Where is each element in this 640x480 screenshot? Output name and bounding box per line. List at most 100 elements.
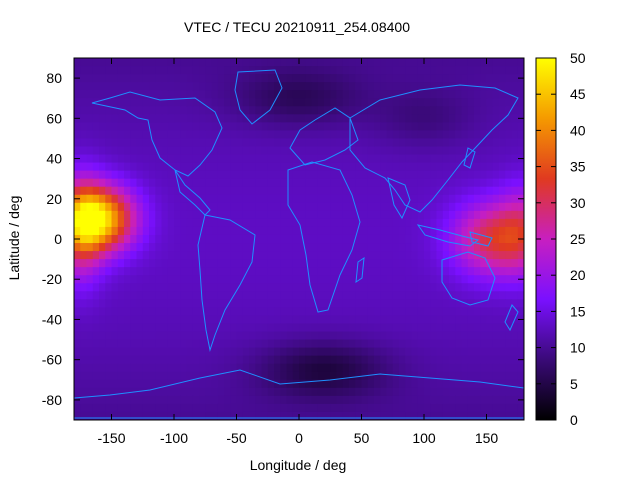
heat-cell: [92, 106, 100, 115]
heat-cell: [86, 267, 94, 276]
heat-cell: [367, 194, 375, 204]
heat-cell: [111, 138, 119, 148]
heat-cell: [311, 267, 319, 276]
heat-cell: [174, 363, 181, 373]
heat-cell: [467, 74, 475, 83]
x-tick-label: -150: [97, 430, 125, 446]
heat-cell: [486, 186, 494, 196]
heat-cell: [355, 234, 363, 244]
heat-cell: [242, 251, 250, 260]
heat-cell: [367, 347, 375, 357]
heat-cell: [236, 395, 244, 405]
heat-cell: [236, 98, 244, 107]
heat-cell: [467, 251, 475, 260]
heat-cell: [205, 90, 213, 99]
heat-cell: [474, 323, 481, 333]
heat-cell: [292, 299, 300, 308]
heat-cell: [180, 114, 188, 123]
heat-cell: [405, 178, 413, 188]
heat-cell: [424, 339, 431, 349]
heat-cell: [449, 275, 456, 284]
heat-cell: [186, 267, 194, 276]
heat-cell: [180, 291, 188, 300]
heat-cell: [324, 202, 331, 212]
heat-cell: [511, 138, 519, 148]
heat-cell: [105, 291, 113, 300]
heat-cell: [86, 90, 94, 99]
heat-cell: [149, 130, 156, 140]
heat-cell: [249, 379, 256, 389]
heat-cell: [361, 259, 369, 268]
heat-cell: [111, 411, 119, 420]
heat-cell: [505, 243, 513, 252]
heat-cell: [492, 234, 500, 244]
heat-cell: [242, 234, 250, 244]
heat-cell: [511, 347, 519, 357]
heat-cell: [474, 210, 481, 220]
heat-cell: [142, 379, 150, 389]
heat-cell: [305, 315, 313, 325]
heat-cell: [505, 202, 513, 212]
heat-cell: [417, 331, 425, 341]
heat-cell: [511, 74, 519, 83]
heat-cell: [242, 347, 250, 357]
heat-cell: [505, 170, 513, 180]
heat-cell: [449, 226, 456, 236]
heat-cell: [430, 178, 438, 188]
heat-cell: [417, 283, 425, 292]
heat-cell: [255, 234, 263, 244]
heat-cell: [361, 411, 369, 420]
heat-cell: [399, 66, 406, 75]
heat-cell: [267, 299, 275, 308]
heat-cell: [486, 74, 494, 83]
heat-cell: [192, 98, 200, 107]
heat-cell: [130, 243, 138, 252]
heat-cell: [355, 363, 363, 373]
heat-cell: [424, 130, 431, 140]
heat-cell: [292, 403, 300, 413]
heat-cell: [342, 194, 350, 204]
heat-cell: [80, 371, 88, 381]
heat-cell: [499, 323, 506, 333]
heat-cell: [174, 170, 181, 180]
heat-cell: [324, 122, 331, 131]
heat-cell: [449, 251, 456, 260]
heat-cell: [161, 186, 169, 196]
heat-cell: [349, 66, 356, 75]
heat-cell: [505, 299, 513, 308]
heat-cell: [455, 170, 463, 180]
heat-cell: [86, 82, 94, 91]
heat-cell: [305, 170, 313, 180]
heat-cell: [386, 82, 394, 91]
heat-cell: [155, 138, 163, 148]
heat-cell: [380, 299, 388, 308]
heat-cell: [349, 267, 356, 276]
heat-cell: [230, 275, 238, 284]
heat-cell: [199, 243, 206, 252]
heat-cell: [211, 202, 219, 212]
heat-cell: [505, 146, 513, 156]
heat-cell: [230, 146, 238, 156]
heat-cell: [199, 106, 206, 115]
heat-cell: [467, 347, 475, 357]
heat-cell: [405, 299, 413, 308]
heat-cell: [511, 355, 519, 365]
heat-cell: [461, 291, 469, 300]
heat-cell: [486, 146, 494, 156]
heat-cell: [124, 411, 131, 420]
heat-cell: [392, 283, 400, 292]
heat-cell: [130, 259, 138, 268]
heat-cell: [374, 347, 381, 357]
heat-cell: [424, 411, 431, 420]
heat-cell: [230, 339, 238, 349]
heat-cell: [299, 210, 306, 220]
heat-cell: [361, 146, 369, 156]
heat-cell: [92, 162, 100, 172]
heat-cell: [180, 210, 188, 220]
heat-cell: [517, 291, 524, 300]
heat-cell: [186, 307, 194, 317]
heat-cell: [274, 58, 281, 67]
heat-cell: [411, 323, 419, 333]
heat-cell: [224, 154, 231, 164]
heat-cell: [467, 226, 475, 236]
